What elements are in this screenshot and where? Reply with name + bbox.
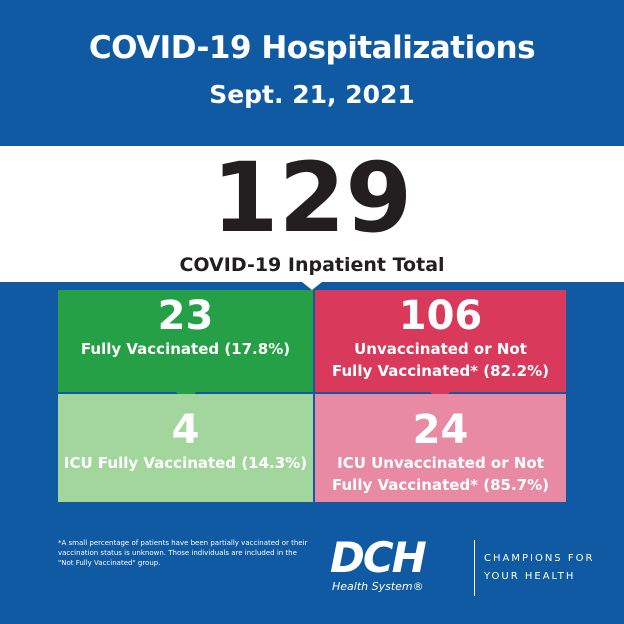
fully-vaccinated-box: 23 Fully Vaccinated (17.8%) <box>58 290 313 392</box>
fully-vaccinated-label: Fully Vaccinated (17.8%) <box>80 340 291 358</box>
total-value: 129 <box>211 142 413 254</box>
fully-vaccinated-value: 23 <box>157 293 214 339</box>
registered-mark: ® <box>412 580 424 593</box>
footnote: *A small percentage of patients have bee… <box>58 539 308 567</box>
tagline-line2: YOUR HEALTH <box>484 571 576 582</box>
unvaccinated-value: 106 <box>398 293 483 339</box>
dch-logo: DCH Health System® <box>330 536 470 596</box>
unvaccinated-label-line2: Fully Vaccinated* (82.2%) <box>332 362 549 380</box>
total-pointer <box>302 282 322 290</box>
logo-divider <box>474 540 475 596</box>
icu-unvaccinated-value: 24 <box>412 407 469 453</box>
tagline: CHAMPIONS FOR YOUR HEALTH <box>484 550 614 586</box>
page-title: COVID-19 Hospitalizations <box>88 30 536 66</box>
icu-fully-vaccinated-value: 4 <box>171 407 200 453</box>
icu-fully-vaccinated-label: ICU Fully Vaccinated (14.3%) <box>63 454 308 472</box>
dch-logo-subtitle: Health System® <box>332 580 424 593</box>
health-system-text: Health System <box>332 580 413 593</box>
unvaccinated-box: 106 Unvaccinated or Not Fully Vaccinated… <box>315 290 566 392</box>
report-date: Sept. 21, 2021 <box>209 80 415 109</box>
icu-unvaccinated-label-line2: Fully Vaccinated* (85.7%) <box>332 476 549 494</box>
dch-logo-mark: DCH <box>330 533 427 582</box>
total-label: COVID-19 Inpatient Total <box>179 254 445 276</box>
icu-unvaccinated-label-line1: ICU Unvaccinated or Not <box>337 454 544 472</box>
icu-fully-vaccinated-box: 4 ICU Fully Vaccinated (14.3%) <box>58 394 313 502</box>
total-panel: 129 COVID-19 Inpatient Total <box>0 146 624 282</box>
icu-unvaccinated-box: 24 ICU Unvaccinated or Not Fully Vaccina… <box>315 394 566 502</box>
unvaccinated-label-line1: Unvaccinated or Not <box>354 340 527 358</box>
tagline-line1: CHAMPIONS FOR <box>484 553 595 564</box>
